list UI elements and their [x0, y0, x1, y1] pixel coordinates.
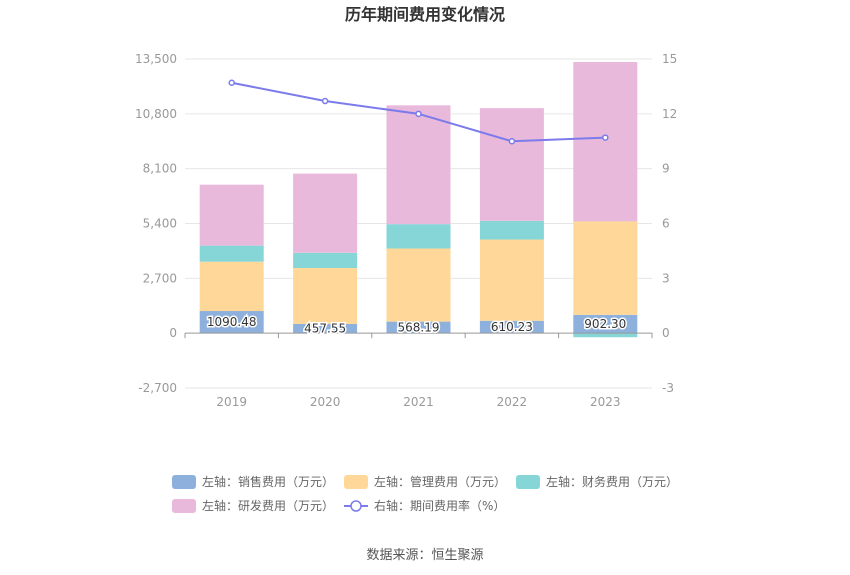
- legend-label: 左轴：销售费用（万元）: [202, 474, 334, 489]
- right-tick-label: 15: [662, 52, 677, 66]
- bar-segment: [573, 314, 638, 334]
- sales-data-label: 568.19: [398, 320, 440, 334]
- bar-segment: [199, 311, 264, 334]
- legend-swatch: [516, 475, 540, 489]
- right-tick-label: 0: [662, 326, 670, 340]
- bar-segment: [293, 252, 358, 269]
- bar-segment: [293, 173, 358, 253]
- legend-label: 左轴：研发费用（万元）: [202, 498, 334, 513]
- legend-label: 左轴：管理费用（万元）: [374, 474, 506, 489]
- rate-point: [602, 134, 609, 141]
- left-tick-label: 13,500: [135, 52, 177, 66]
- bar-segment: [573, 61, 638, 222]
- left-tick-label: 8,100: [143, 162, 177, 176]
- bar-segment: [573, 333, 638, 338]
- bar-segment: [573, 221, 638, 315]
- bar-segment: [386, 248, 451, 322]
- legend-marker: [350, 500, 362, 512]
- bar-segment: [199, 261, 264, 312]
- bar-segment: [479, 239, 544, 321]
- bar-segment: [386, 105, 451, 225]
- bar-segment: [479, 108, 544, 221]
- legend-swatch: [344, 475, 368, 489]
- left-tick-label: -2,700: [138, 381, 177, 395]
- right-tick-label: 9: [662, 162, 670, 176]
- left-tick-label: 5,400: [143, 217, 177, 231]
- bar-series: [199, 61, 638, 338]
- sales-data-label: 902.30: [584, 317, 626, 331]
- legend-item: 左轴：销售费用（万元）: [172, 474, 334, 489]
- right-tick-label: 6: [662, 217, 670, 231]
- legend-swatch: [172, 499, 196, 513]
- legend-label: 右轴：期间费用率（%）: [374, 498, 505, 513]
- right-axis-ticks: -3 0 3 6 9 12 15: [662, 52, 677, 395]
- x-tick-label: 2019: [216, 395, 247, 409]
- left-axis-ticks: -2,700 0 2,700 5,400 8,100 10,800 13,500: [135, 52, 177, 395]
- legend-item: 左轴：财务费用（万元）: [516, 474, 678, 489]
- x-tick-label: 2022: [497, 395, 528, 409]
- legend-item: 左轴：研发费用（万元）: [172, 498, 334, 513]
- bar-segment: [293, 323, 358, 334]
- right-tick-label: -3: [662, 381, 674, 395]
- legend-item: 左轴：管理费用（万元）: [344, 474, 506, 489]
- legend-label: 左轴：财务费用（万元）: [546, 474, 678, 489]
- bar-segment: [293, 268, 358, 324]
- sales-data-label: 610.23: [491, 320, 533, 334]
- bar-segment: [199, 184, 264, 246]
- legend-swatch: [172, 475, 196, 489]
- left-tick-label: 2,700: [143, 271, 177, 285]
- left-tick-label: 0: [169, 326, 177, 340]
- bar-data-labels: 1090.48 457.55 568.19 610.23 902.30: [205, 314, 627, 337]
- rate-point: [508, 138, 516, 145]
- x-tick-label: 2020: [310, 395, 341, 409]
- sales-data-label: 457.55: [304, 322, 346, 336]
- bar-segment: [386, 321, 451, 334]
- x-tick-label: 2021: [403, 395, 434, 409]
- legend-item: 右轴：期间费用率（%）: [344, 498, 505, 513]
- bar-segment: [199, 245, 264, 262]
- rate-point: [228, 79, 235, 87]
- bar-segment: [479, 320, 544, 334]
- sales-data-label: 1090.48: [207, 315, 257, 329]
- rate-point: [321, 97, 329, 105]
- source-note: 数据来源：恒生聚源: [366, 548, 483, 563]
- legend: 左轴：销售费用（万元） 左轴：管理费用（万元） 左轴：财务费用（万元） 左轴：研发费用…: [172, 474, 678, 513]
- rate-point: [415, 110, 422, 118]
- x-tick-label: 2023: [590, 395, 621, 409]
- bar-segment: [479, 220, 544, 240]
- rate-line-series: [228, 79, 609, 145]
- bar-segment: [386, 224, 451, 249]
- x-axis-ticks: 2019 2020 2021 2022 2023: [216, 395, 620, 409]
- chart-title: 历年期间费用变化情况: [345, 5, 505, 24]
- left-tick-label: 10,800: [135, 107, 177, 121]
- x-axis: [184, 332, 653, 339]
- right-tick-label: 12: [662, 107, 677, 121]
- right-tick-label: 3: [662, 271, 670, 285]
